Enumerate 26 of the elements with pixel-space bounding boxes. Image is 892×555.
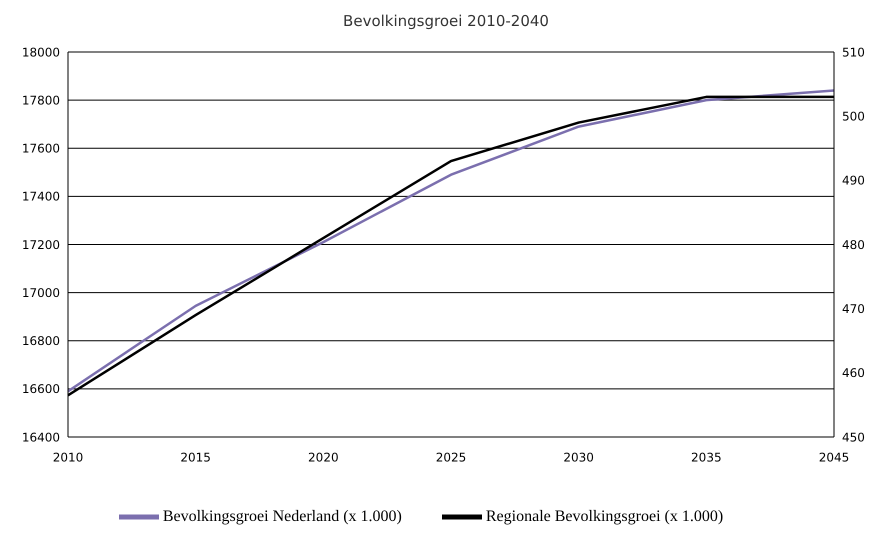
y-tick-label: 17400 (22, 190, 60, 204)
y-tick-label: 17600 (22, 142, 60, 156)
y-tick-label: 17800 (22, 93, 60, 108)
y2-tick-label: 490 (842, 174, 865, 188)
y-tick-label: 18000 (22, 45, 60, 60)
y2-tick-label: 450 (842, 430, 865, 444)
y2-tick-label: 470 (842, 302, 865, 316)
x-tick-label: 2030 (563, 450, 594, 465)
y2-tick-label: 460 (842, 366, 865, 380)
x-tick-label: 2020 (308, 450, 339, 465)
chart-title: Bevolkingsgroei 2010-2040 (342, 11, 550, 32)
y2-tick-label: 480 (842, 238, 865, 252)
x-tick-label: 2035 (691, 450, 722, 465)
x-tick-label: 2010 (52, 450, 84, 465)
x-tick-label: 2025 (436, 450, 466, 465)
y-tick-label: 16400 (22, 430, 60, 444)
y2-tick-label: 510 (842, 45, 865, 60)
y-tick-label: 17000 (22, 286, 60, 300)
y2-tick-label: 500 (842, 109, 865, 124)
y-tick-label: 17200 (22, 238, 60, 252)
legend-label: Bevolkingsgroei Nederland (x 1.000) (162, 508, 402, 525)
x-tick-label: 2015 (180, 450, 211, 465)
y-tick-label: 16800 (22, 334, 60, 348)
legend-label: Regionale Bevolkingsgroei (x 1.000) (486, 508, 724, 525)
y-tick-label: 16600 (22, 382, 60, 396)
x-tick-label: 2045 (818, 450, 850, 465)
